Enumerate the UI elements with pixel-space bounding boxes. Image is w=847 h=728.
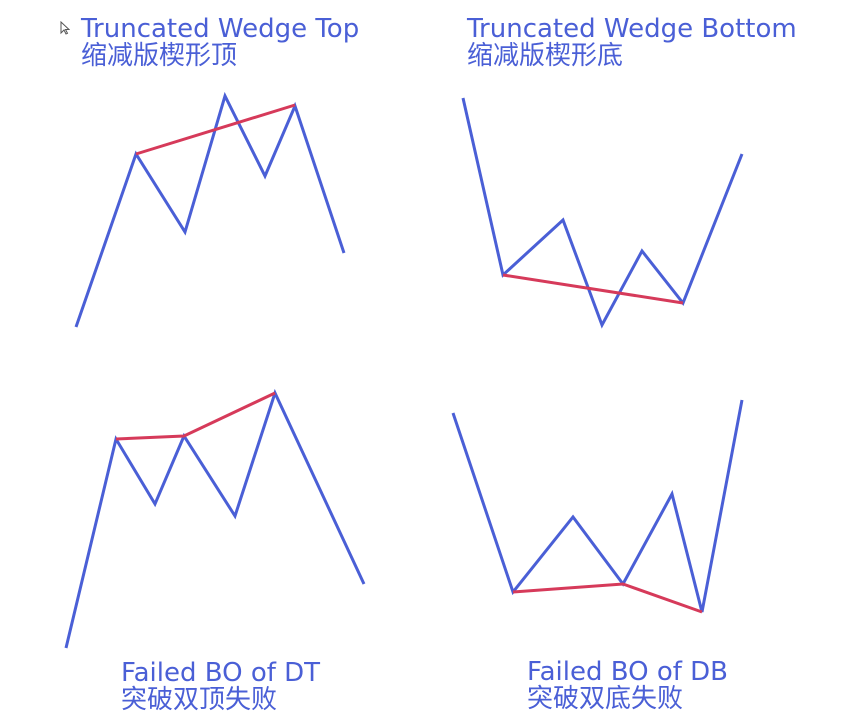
failed-db-price-path: [451, 399, 744, 613]
failed-dt-price-path: [64, 388, 366, 649]
title-failed-bo-of-dt: Failed BO of DT 突破双顶失败: [121, 660, 320, 714]
title-truncated-wedge-top: Truncated Wedge Top 缩减版楔形顶: [81, 16, 359, 70]
failed-db-trend-line: [512, 582, 703, 614]
title-en: Truncated Wedge Top: [81, 14, 360, 44]
title-en: Truncated Wedge Bottom: [467, 14, 797, 44]
mouse-pointer-icon: [60, 21, 70, 35]
wedge-top-trend-line: [135, 103, 296, 156]
title-failed-bo-of-db: Failed BO of DB 突破双底失败: [527, 659, 728, 713]
title-en: Failed BO of DT: [121, 658, 321, 688]
title-zh: 缩减版楔形顶: [81, 41, 238, 71]
title-en: Failed BO of DB: [527, 657, 729, 687]
title-zh: 缩减版楔形底: [467, 41, 624, 71]
title-zh: 突破双底失败: [527, 684, 684, 714]
wedge-bottom-trend-line: [502, 273, 684, 305]
title-truncated-wedge-bottom: Truncated Wedge Bottom 缩减版楔形底: [467, 16, 797, 70]
failed-dt-trend-line: [115, 391, 276, 441]
title-zh: 突破双顶失败: [121, 685, 278, 715]
